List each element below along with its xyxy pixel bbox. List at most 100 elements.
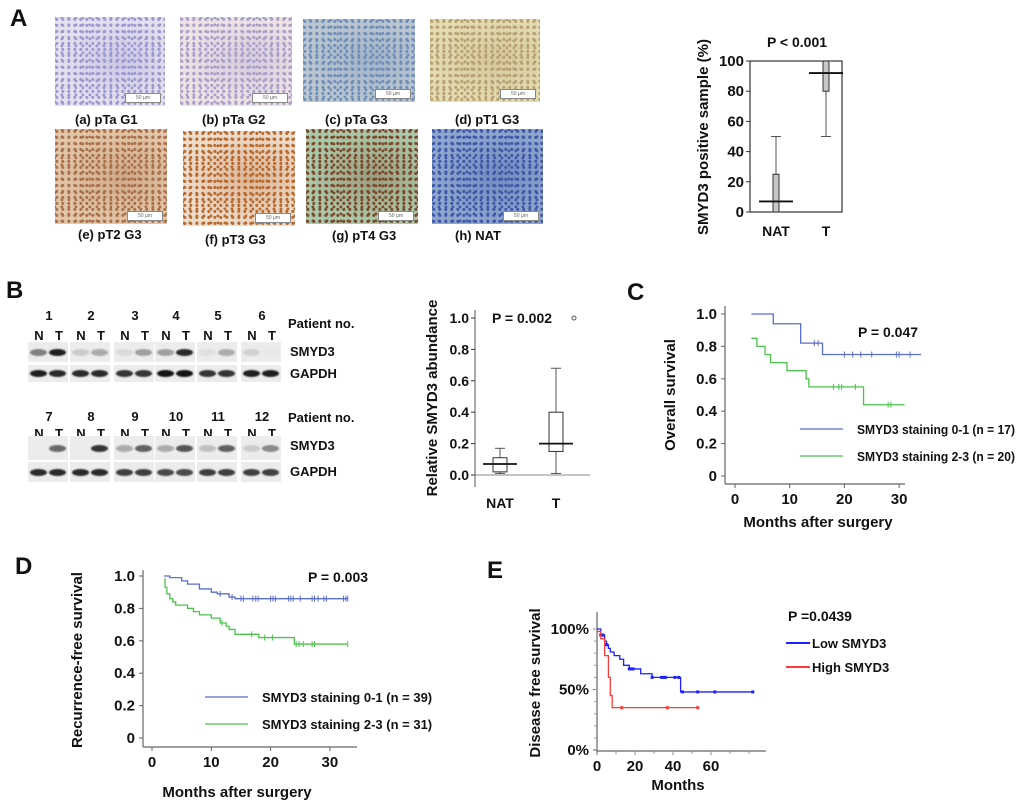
smyd3-blot-strip xyxy=(241,342,281,362)
lane-label: T xyxy=(268,328,276,343)
gapdh-row-label: GAPDH xyxy=(290,464,337,479)
y-tick-label: 0.4 xyxy=(696,403,718,420)
censor-mark xyxy=(673,675,677,679)
censor-mark xyxy=(665,706,669,710)
patient-number: 12 xyxy=(254,409,270,424)
legend-label: Low SMYD3 xyxy=(812,636,886,651)
lane-label: T xyxy=(55,328,63,343)
smyd3-band xyxy=(91,348,108,356)
smyd3-band xyxy=(30,348,47,356)
gapdh-band xyxy=(49,468,66,476)
gapdh-band xyxy=(157,468,174,476)
histology-image: 50 µm xyxy=(430,19,540,102)
y-tick-label: 0% xyxy=(567,742,589,759)
censor-mark xyxy=(696,690,700,694)
gapdh-blot-strip xyxy=(70,365,110,382)
gapdh-blot-strip xyxy=(70,462,110,482)
smyd3-band xyxy=(49,348,66,356)
p-value-label: P = 0.002 xyxy=(492,310,552,326)
y-tick-label: 0.2 xyxy=(696,436,717,453)
y-tick-label: 40 xyxy=(727,144,744,161)
scale-bar: 50 µm xyxy=(378,211,414,221)
y-tick-label: 100% xyxy=(551,621,589,638)
plot-frame xyxy=(749,60,843,213)
lane-label: N xyxy=(76,426,86,441)
x-tick-label: 0 xyxy=(731,491,739,508)
gapdh-band xyxy=(218,370,235,377)
y-tick-label: 1.0 xyxy=(114,568,135,585)
legend-label: SMYD3 staining 0-1 (n = 39) xyxy=(262,690,432,705)
smyd3-band xyxy=(199,348,216,356)
smyd3-band xyxy=(218,444,235,452)
p-value-label: P < 0.001 xyxy=(767,34,827,50)
y-tick-label: 1.0 xyxy=(450,310,470,326)
y-tick-label: 0.8 xyxy=(114,600,135,617)
histology-image: 50 µm xyxy=(306,129,418,224)
category-label: NAT xyxy=(486,495,514,511)
censor-mark xyxy=(650,675,654,679)
histology-image: 50 µm xyxy=(55,17,165,106)
smyd3-band xyxy=(91,444,108,452)
patient-number: 4 xyxy=(172,308,180,323)
y-axis-label: Relative SMYD3 abundance xyxy=(424,300,441,497)
gapdh-blot-strip xyxy=(197,365,237,382)
histology-image: 50 µm xyxy=(180,17,292,106)
gapdh-band xyxy=(135,468,152,476)
smyd3-band xyxy=(243,348,260,356)
smyd3-band xyxy=(262,348,279,356)
smyd3-band xyxy=(49,444,66,452)
scale-bar: 50 µm xyxy=(375,89,411,99)
smyd3-band xyxy=(199,444,216,452)
panel-label-e: E xyxy=(487,557,504,584)
category-label: T xyxy=(822,223,831,239)
patient-number: 6 xyxy=(258,308,266,323)
histology-caption: (d) pT1 G3 xyxy=(455,112,520,127)
gapdh-blot-strip xyxy=(197,462,237,482)
gapdh-blot-strip xyxy=(155,365,195,382)
histology-caption: (c) pTa G3 xyxy=(325,112,388,127)
smyd3-row-label: SMYD3 xyxy=(290,438,335,453)
smyd3-band xyxy=(262,444,279,452)
smyd3-band xyxy=(218,348,235,356)
y-tick-label: 0 xyxy=(736,204,744,221)
smyd3-band xyxy=(116,444,133,452)
survival-curve xyxy=(751,337,905,406)
x-tick-label: 30 xyxy=(322,754,339,771)
histology-caption: (h) NAT xyxy=(455,228,501,243)
gapdh-band xyxy=(218,468,235,476)
lane-label: T xyxy=(182,426,190,441)
panel-label-a: A xyxy=(10,5,28,32)
patient-number: 1 xyxy=(45,308,53,323)
category-label: T xyxy=(552,495,561,511)
outlier-point xyxy=(571,315,577,321)
smyd3-band xyxy=(72,348,89,356)
gapdh-band xyxy=(91,370,108,377)
gapdh-band xyxy=(176,370,193,377)
gapdh-blot-strip xyxy=(114,365,154,382)
patient-number: 10 xyxy=(168,409,184,424)
gapdh-band xyxy=(243,468,260,476)
smyd3-band xyxy=(176,444,193,452)
y-tick-label: 100 xyxy=(719,53,744,70)
y-tick-label: 0.2 xyxy=(114,698,135,715)
lane-label: N xyxy=(161,328,171,343)
histology-caption: (b) pTa G2 xyxy=(202,112,266,127)
box xyxy=(772,173,780,213)
smyd3-band xyxy=(116,348,133,356)
gapdh-band xyxy=(49,370,66,377)
box xyxy=(548,411,564,452)
lane-label: N xyxy=(161,426,171,441)
smyd3-band xyxy=(135,348,152,356)
histology-caption: (a) pTa G1 xyxy=(75,112,138,127)
lane-label: T xyxy=(55,426,63,441)
smyd3-blot-strip xyxy=(114,342,154,362)
y-axis-label: SMYD3 positive sample (%) xyxy=(695,39,712,235)
x-axis-label: Months xyxy=(651,777,704,794)
patient-no-label: Patient no. xyxy=(288,316,355,331)
gapdh-blot-strip xyxy=(241,462,281,482)
y-tick-label: 0.2 xyxy=(450,436,470,452)
y-tick-label: 0.8 xyxy=(696,338,717,355)
censor-mark xyxy=(620,706,624,710)
y-axis-label: Overall survival xyxy=(662,339,679,451)
